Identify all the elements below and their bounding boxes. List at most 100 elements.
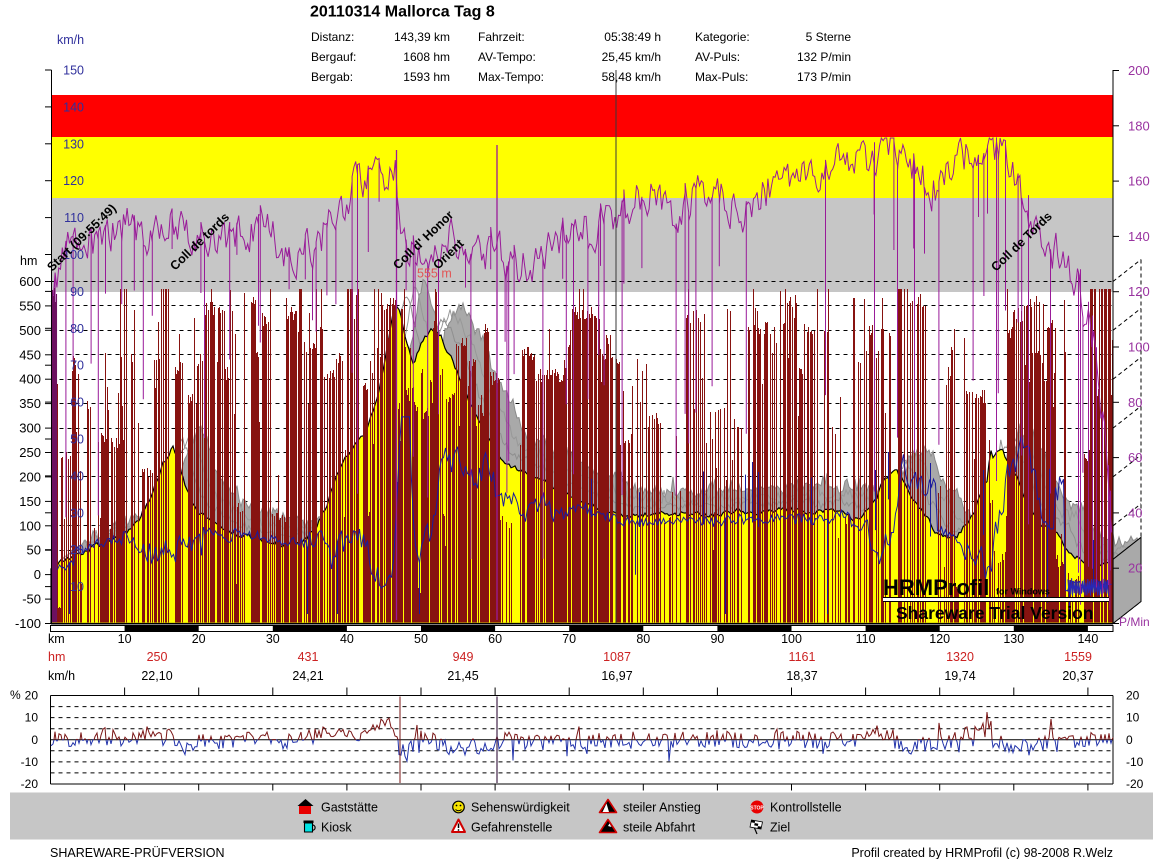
svg-text:P/Min: P/Min: [1119, 615, 1150, 629]
svg-text:05:38:49 h: 05:38:49 h: [604, 30, 661, 44]
svg-text:90: 90: [710, 632, 724, 646]
svg-text:173 P/min: 173 P/min: [797, 70, 851, 84]
svg-text:120: 120: [1128, 284, 1150, 299]
svg-text:40: 40: [70, 469, 84, 483]
svg-text:180: 180: [1128, 118, 1150, 133]
svg-text:hm: hm: [48, 650, 65, 664]
svg-text:140: 140: [1128, 229, 1150, 244]
svg-text:10: 10: [1126, 711, 1140, 725]
svg-text:80: 80: [1128, 395, 1142, 410]
svg-text:130: 130: [63, 137, 84, 151]
svg-text:40: 40: [1128, 505, 1142, 520]
svg-text:100: 100: [19, 518, 41, 533]
svg-text:Gefahrenstelle: Gefahrenstelle: [471, 821, 552, 835]
svg-text:km/h: km/h: [48, 669, 75, 683]
svg-text:30: 30: [266, 632, 280, 646]
svg-text:%: %: [10, 688, 21, 702]
svg-text:Kiosk: Kiosk: [321, 821, 352, 835]
svg-text:km/h: km/h: [57, 33, 84, 47]
svg-text:24,21: 24,21: [292, 669, 323, 683]
svg-text:80: 80: [636, 632, 650, 646]
svg-text:20: 20: [1128, 561, 1142, 576]
svg-text:30: 30: [70, 506, 84, 520]
svg-text:19,74: 19,74: [944, 669, 975, 683]
svg-text:132 P/min: 132 P/min: [797, 50, 851, 64]
svg-text:80: 80: [70, 322, 84, 336]
svg-text:1087: 1087: [603, 650, 631, 664]
svg-text:100: 100: [63, 248, 84, 262]
svg-text:550: 550: [19, 298, 41, 313]
svg-text:Ziel: Ziel: [770, 821, 790, 835]
svg-text:50: 50: [414, 632, 428, 646]
svg-text:0: 0: [31, 733, 38, 747]
svg-text:-20: -20: [1126, 777, 1144, 791]
svg-text:1161: 1161: [789, 650, 816, 664]
svg-text:140: 140: [1077, 632, 1098, 646]
svg-text:0: 0: [1126, 733, 1133, 747]
svg-text:110: 110: [64, 211, 84, 225]
svg-text:140: 140: [63, 100, 84, 114]
svg-text:20: 20: [1126, 689, 1140, 703]
svg-text:Gaststätte: Gaststätte: [321, 801, 378, 815]
svg-text:70: 70: [70, 359, 84, 373]
svg-text:AV-Tempo:: AV-Tempo:: [478, 50, 536, 64]
svg-text:km: km: [48, 632, 65, 646]
svg-text:-20: -20: [21, 777, 39, 791]
svg-text:110: 110: [856, 632, 876, 646]
svg-text:400: 400: [19, 372, 41, 387]
svg-text:Bergab:: Bergab:: [311, 70, 353, 84]
svg-text:AV-Puls:: AV-Puls:: [695, 50, 740, 64]
svg-text:18,37: 18,37: [786, 669, 817, 683]
svg-text:Bergauf:: Bergauf:: [311, 50, 356, 64]
svg-text:10: 10: [118, 632, 132, 646]
svg-text:58,48 km/h: 58,48 km/h: [602, 70, 661, 84]
svg-text:5 Sterne: 5 Sterne: [806, 30, 852, 44]
svg-text:20: 20: [25, 689, 39, 703]
svg-text:130: 130: [1003, 632, 1024, 646]
svg-text:20110314 Mallorca Tag 8: 20110314 Mallorca Tag 8: [310, 4, 495, 21]
svg-text:450: 450: [19, 347, 41, 362]
svg-text:100: 100: [781, 632, 802, 646]
svg-text:200: 200: [19, 469, 41, 484]
svg-text:1320: 1320: [946, 650, 974, 664]
svg-text:120: 120: [929, 632, 950, 646]
svg-text:HRMProfil: HRMProfil: [883, 575, 989, 600]
svg-text:40: 40: [340, 632, 354, 646]
svg-text:250: 250: [19, 445, 41, 460]
svg-text:500: 500: [19, 323, 41, 338]
svg-text:20: 20: [192, 632, 206, 646]
svg-text:100: 100: [1128, 340, 1150, 355]
svg-text:350: 350: [19, 396, 41, 411]
svg-text:Profil created by HRMProfil (c: Profil created by HRMProfil (c) 98-2008 …: [851, 846, 1113, 859]
svg-text:555 m: 555 m: [417, 267, 452, 281]
svg-text:200: 200: [1128, 63, 1150, 78]
svg-text:60: 60: [488, 632, 502, 646]
svg-text:1593 hm: 1593 hm: [403, 70, 450, 84]
svg-text:60: 60: [1128, 450, 1142, 465]
svg-text:Sehenswürdigkeit: Sehenswürdigkeit: [471, 801, 570, 815]
svg-text:50: 50: [27, 543, 41, 558]
svg-text:150: 150: [63, 64, 84, 78]
svg-text:25,45 km/h: 25,45 km/h: [602, 50, 661, 64]
svg-text:Shareware Trial Version: Shareware Trial Version: [896, 603, 1093, 623]
svg-text:250: 250: [147, 650, 168, 664]
svg-text:hm: hm: [20, 254, 37, 268]
svg-text:-10: -10: [21, 755, 39, 769]
svg-text:-100: -100: [15, 616, 41, 631]
svg-text:STOP: STOP: [750, 805, 764, 811]
svg-text:50: 50: [70, 433, 84, 447]
svg-text:-10: -10: [1126, 755, 1144, 769]
svg-text:431: 431: [298, 650, 319, 664]
svg-text:60: 60: [70, 396, 84, 410]
svg-text:steile Abfahrt: steile Abfahrt: [623, 821, 696, 835]
svg-text:Kontrollstelle: Kontrollstelle: [770, 801, 842, 815]
svg-text:10: 10: [25, 711, 39, 725]
svg-text:Max-Puls:: Max-Puls:: [695, 70, 748, 84]
svg-text:Fahrzeit:: Fahrzeit:: [478, 30, 525, 44]
svg-text:Distanz:: Distanz:: [311, 30, 354, 44]
svg-text:16,97: 16,97: [601, 669, 632, 683]
svg-text:21,45: 21,45: [447, 669, 478, 683]
svg-text:1608 hm: 1608 hm: [403, 50, 450, 64]
svg-text:300: 300: [19, 421, 41, 436]
svg-text:SHAREWARE-PRÜFVERSION: SHAREWARE-PRÜFVERSION: [50, 846, 225, 859]
